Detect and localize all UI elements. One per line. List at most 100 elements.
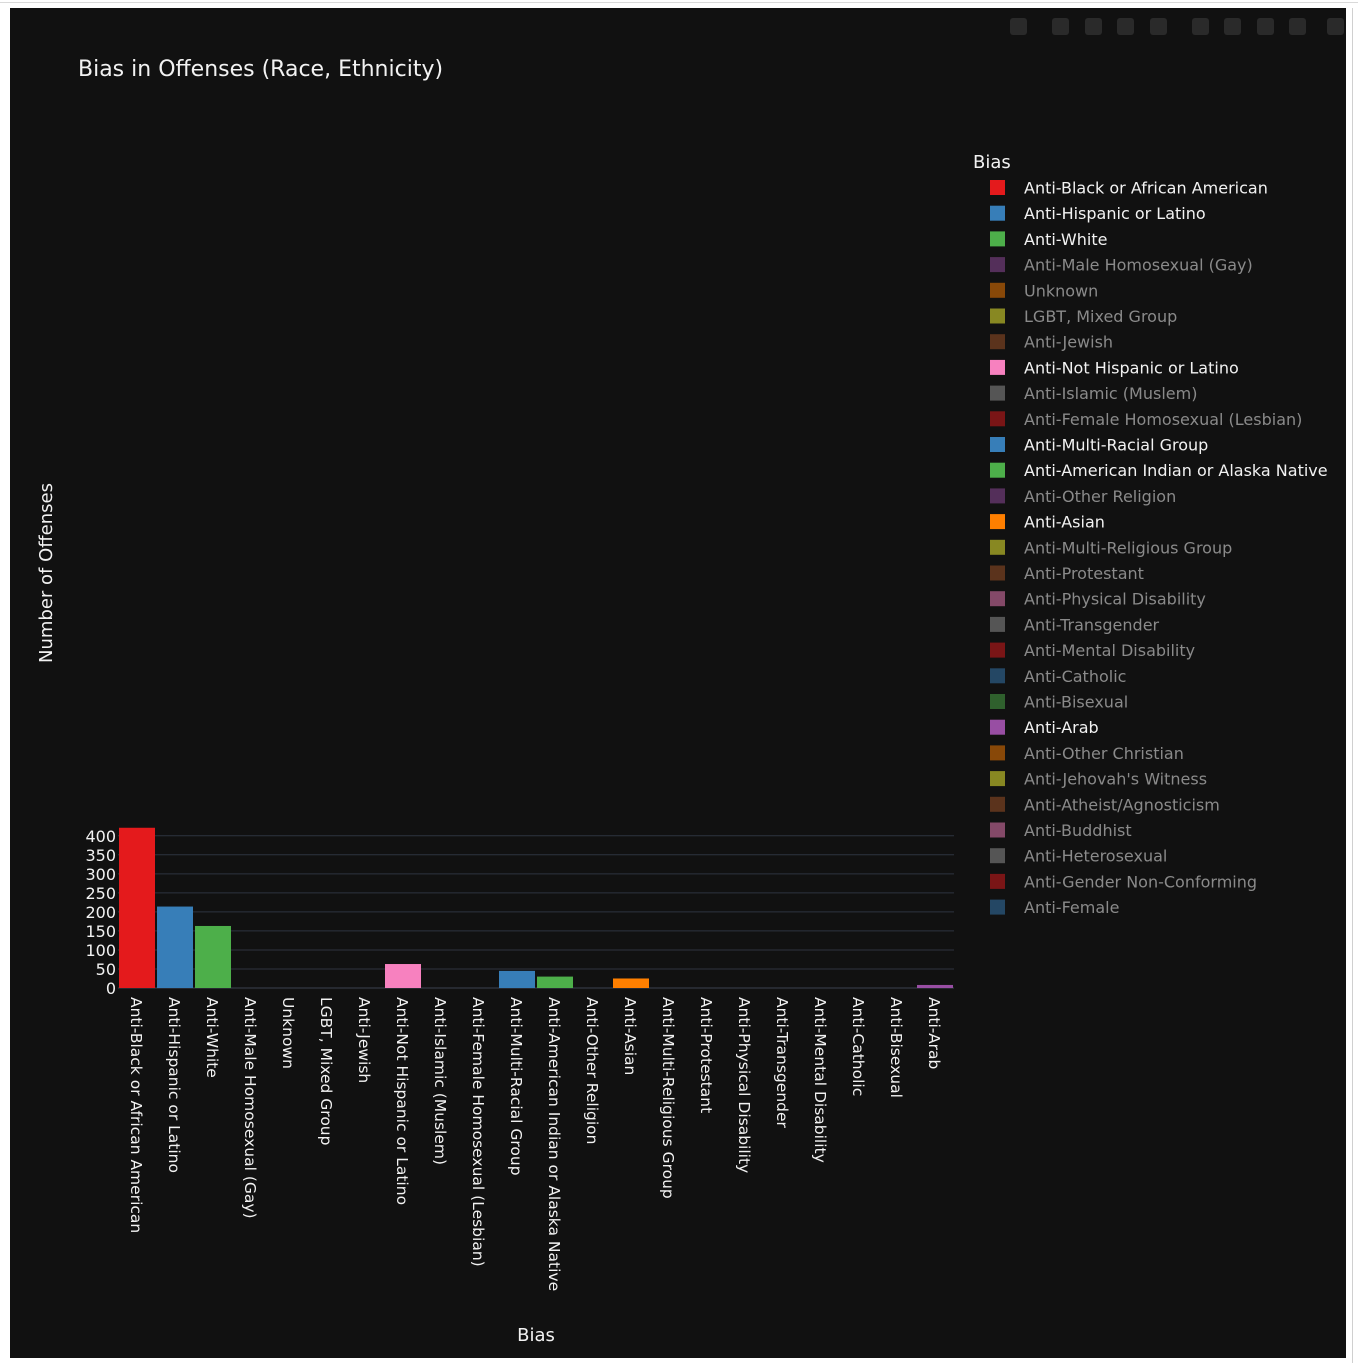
zoom-out-icon[interactable] <box>1224 18 1241 35</box>
y-tick-label: 50 <box>96 960 116 979</box>
legend-swatch <box>990 308 1005 324</box>
autoscale-icon-shape <box>1257 18 1274 35</box>
bar-anti-not-hispanic-or-latino[interactable] <box>385 964 421 988</box>
legend-item-unknown[interactable]: Unknown <box>990 281 1098 300</box>
legend-item-anti-multi-religious-group[interactable]: Anti-Multi-Religious Group <box>990 538 1232 557</box>
legend-item-anti-jewish[interactable]: Anti-Jewish <box>990 333 1113 352</box>
x-tick-label: Anti-Mental Disability <box>811 997 829 1163</box>
bar-anti-white[interactable] <box>195 925 231 988</box>
legend-item-anti-male-homosexual-gay[interactable]: Anti-Male Homosexual (Gay) <box>990 256 1253 275</box>
zoom-in-icon[interactable] <box>1192 18 1209 35</box>
legend-item-anti-jehovah-s-witness[interactable]: Anti-Jehovah's Witness <box>990 770 1207 789</box>
top-border <box>0 2 1358 3</box>
legend-label: Anti-Catholic <box>1024 667 1126 686</box>
legend-label: Anti-Transgender <box>1024 615 1160 634</box>
legend-swatch <box>990 231 1005 247</box>
plotly-logo-icon[interactable] <box>1327 18 1344 35</box>
home-icon[interactable] <box>1289 18 1306 35</box>
legend-swatch <box>990 488 1005 504</box>
legend-swatch <box>990 616 1005 632</box>
legend-item-anti-american-indian-or-alaska-native[interactable]: Anti-American Indian or Alaska Native <box>990 461 1328 480</box>
legend-swatch <box>990 668 1005 684</box>
legend[interactable]: Bias Anti-Black or African American Anti-… <box>973 152 1328 917</box>
legend-swatch <box>990 359 1005 375</box>
legend-item-anti-physical-disability[interactable]: Anti-Physical Disability <box>990 590 1206 609</box>
legend-item-anti-hispanic-or-latino[interactable]: Anti-Hispanic or Latino <box>990 204 1206 223</box>
legend-swatch <box>990 565 1005 581</box>
x-tick-label: Anti-Jewish <box>355 997 373 1083</box>
legend-label: Anti-Multi-Racial Group <box>1024 436 1208 455</box>
legend-swatch <box>990 462 1005 478</box>
legend-swatch <box>990 205 1005 221</box>
lasso-icon-shape <box>1150 18 1167 35</box>
legend-item-anti-islamic-muslem[interactable]: Anti-Islamic (Muslem) <box>990 384 1197 403</box>
legend-label: Anti-Black or African American <box>1024 179 1268 198</box>
legend-item-anti-white[interactable]: Anti-White <box>990 230 1107 249</box>
x-tick-label: LGBT, Mixed Group <box>317 997 335 1145</box>
x-tick-label: Anti-Bisexual <box>887 997 905 1098</box>
legend-item-anti-female[interactable]: Anti-Female <box>990 898 1119 917</box>
x-tick-label: Anti-Physical Disability <box>735 997 753 1173</box>
legend-item-anti-transgender[interactable]: Anti-Transgender <box>990 615 1160 634</box>
legend-item-anti-other-christian[interactable]: Anti-Other Christian <box>990 744 1184 763</box>
lasso-icon[interactable] <box>1150 18 1167 35</box>
y-tick-label: 150 <box>85 922 116 941</box>
x-tick-label: Anti-Asian <box>621 997 639 1075</box>
legend-item-anti-asian[interactable]: Anti-Asian <box>990 513 1105 532</box>
x-axis-ticks: Anti-Black or African American Anti-Hispa… <box>127 997 943 1291</box>
y-tick-label: 400 <box>85 827 116 846</box>
legend-item-anti-multi-racial-group[interactable]: Anti-Multi-Racial Group <box>990 436 1208 455</box>
zoom-out-icon-shape <box>1224 18 1241 35</box>
pan-icon[interactable] <box>1085 18 1102 35</box>
x-axis-title: Bias <box>517 1325 555 1346</box>
x-tick-label: Anti-Female Homosexual (Lesbian) <box>469 997 487 1267</box>
legend-item-anti-protestant[interactable]: Anti-Protestant <box>990 564 1144 583</box>
y-tick-label: 200 <box>85 903 116 922</box>
legend-item-anti-buddhist[interactable]: Anti-Buddhist <box>990 821 1132 840</box>
right-border <box>1352 8 1353 1363</box>
x-tick-label: Anti-White <box>203 997 221 1078</box>
legend-item-anti-gender-non-conforming[interactable]: Anti-Gender Non-Conforming <box>990 872 1257 891</box>
camera-icon[interactable] <box>1010 18 1027 35</box>
x-tick-label: Anti-Male Homosexual (Gay) <box>241 997 259 1219</box>
legend-item-anti-mental-disability[interactable]: Anti-Mental Disability <box>990 641 1195 660</box>
legend-item-anti-catholic[interactable]: Anti-Catholic <box>990 667 1126 686</box>
y-tick-label: 0 <box>106 979 116 998</box>
legend-item-anti-female-homosexual-lesbian[interactable]: Anti-Female Homosexual (Lesbian) <box>990 410 1302 429</box>
modebar[interactable] <box>1010 18 1344 35</box>
x-tick-label: Anti-Black or African American <box>127 997 145 1233</box>
legend-label: Anti-Arab <box>1024 718 1099 737</box>
legend-item-anti-not-hispanic-or-latino[interactable]: Anti-Not Hispanic or Latino <box>990 358 1239 377</box>
legend-item-anti-arab[interactable]: Anti-Arab <box>990 718 1099 737</box>
bar-anti-black-or-african-american[interactable] <box>119 827 155 988</box>
zoom-icon[interactable] <box>1052 18 1069 35</box>
legend-item-anti-black-or-african-american[interactable]: Anti-Black or African American <box>990 179 1268 198</box>
legend-item-anti-heterosexual[interactable]: Anti-Heterosexual <box>990 847 1167 866</box>
autoscale-icon[interactable] <box>1257 18 1274 35</box>
legend-label: Anti-Male Homosexual (Gay) <box>1024 256 1253 275</box>
legend-item-anti-bisexual[interactable]: Anti-Bisexual <box>990 693 1128 712</box>
legend-label: Unknown <box>1024 281 1098 300</box>
legend-label: Anti-Not Hispanic or Latino <box>1024 358 1239 377</box>
legend-label: Anti-Female Homosexual (Lesbian) <box>1024 410 1302 429</box>
bar-anti-arab[interactable] <box>917 984 953 988</box>
bar-anti-multi-racial-group[interactable] <box>499 970 535 988</box>
legend-swatch <box>990 796 1005 812</box>
bar-anti-american-indian-or-alaska-native[interactable] <box>537 976 573 988</box>
chart-title: Bias in Offenses (Race, Ethnicity) <box>78 57 443 82</box>
legend-item-anti-other-religion[interactable]: Anti-Other Religion <box>990 487 1176 506</box>
box-select-icon[interactable] <box>1117 18 1134 35</box>
bar-anti-asian[interactable] <box>613 978 649 988</box>
plotly-logo-icon-shape <box>1327 18 1344 35</box>
legend-label: Anti-Female <box>1024 898 1119 917</box>
legend-label: Anti-Other Religion <box>1024 487 1176 506</box>
x-tick-label: Anti-Transgender <box>773 997 791 1129</box>
x-tick-label: Anti-Islamic (Muslem) <box>431 997 449 1165</box>
legend-item-anti-atheist-agnosticism[interactable]: Anti-Atheist/Agnosticism <box>990 795 1220 814</box>
legend-swatch <box>990 848 1005 864</box>
legend-label: Anti-Mental Disability <box>1024 641 1195 660</box>
legend-item-lgbt-mixed-group[interactable]: LGBT, Mixed Group <box>990 307 1177 326</box>
legend-swatch <box>990 719 1005 735</box>
bar-anti-hispanic-or-latino[interactable] <box>157 906 193 988</box>
